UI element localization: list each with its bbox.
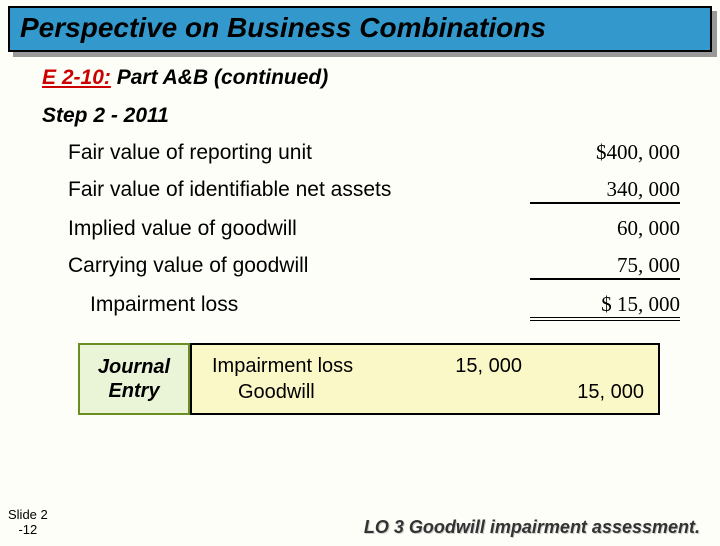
journal-accounts: Impairment loss Goodwill [212,353,444,405]
journal-entry: Journal Entry Impairment loss Goodwill 1… [78,343,660,415]
calc-row: Carrying value of goodwill 75, 000 [68,253,680,280]
journal-line-credit: Goodwill [212,379,444,405]
footer: Slide 2 -12 LO 3 Goodwill impairment ass… [0,507,720,538]
calc-value: 60, 000 [530,216,680,241]
calc-rows: Fair value of reporting unit $400, 000 F… [42,140,686,321]
step-heading: Step 2 - 2011 [42,104,686,128]
calc-label: Fair value of identifiable net assets [68,178,391,202]
journal-debit-amount: 15, 000 [444,355,522,378]
journal-line-debit: Impairment loss [212,353,444,379]
subtitle-code: E 2-10: [42,66,111,89]
journal-amounts: 15, 000 15, 000 [444,355,644,404]
calc-label: Impairment loss [68,293,238,317]
title-box: Perspective on Business Combinations [8,6,712,52]
journal-label-box: Journal Entry [78,343,190,415]
calc-value: $400, 000 [530,140,680,165]
slide-title: Perspective on Business Combinations [20,12,700,44]
calc-value: $ 15, 000 [530,292,680,321]
journal-body: Impairment loss Goodwill 15, 000 15, 000 [190,343,660,415]
slide-number-line2: -12 [8,522,48,538]
slide-number-line1: Slide 2 [8,507,48,523]
calc-label: Fair value of reporting unit [68,141,312,165]
title-bar: Perspective on Business Combinations [8,6,712,52]
calc-row: Fair value of reporting unit $400, 000 [68,140,680,165]
calc-value: 75, 000 [530,253,680,280]
subtitle-rest: Part A&B (continued) [111,66,328,89]
calc-row: Impairment loss $ 15, 000 [68,292,680,321]
slide-number: Slide 2 -12 [8,507,48,538]
subtitle: E 2-10: Part A&B (continued) [42,66,686,90]
calc-value: 340, 000 [530,177,680,204]
calc-row: Fair value of identifiable net assets 34… [68,177,680,204]
calc-label: Implied value of goodwill [68,217,297,241]
journal-credit-amount: 15, 000 [566,381,644,404]
content-area: E 2-10: Part A&B (continued) Step 2 - 20… [0,52,720,415]
learning-objective: LO 3 Goodwill impairment assessment. [364,517,700,538]
calc-row: Implied value of goodwill 60, 000 [68,216,680,241]
calc-label: Carrying value of goodwill [68,254,308,278]
